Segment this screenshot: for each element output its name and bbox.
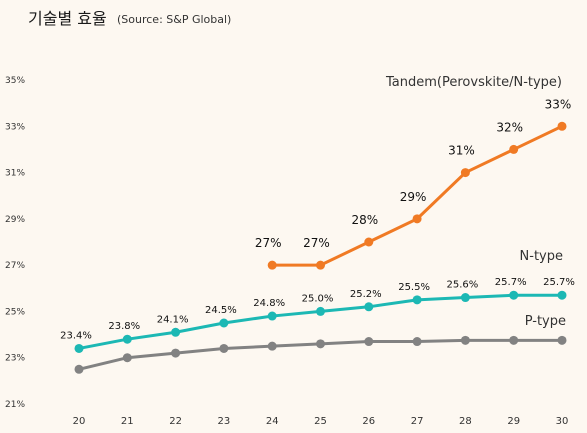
y-tick-label: 35% [5, 76, 25, 86]
y-tick-label: 23% [5, 354, 25, 364]
y-tick-label: 21% [5, 400, 25, 410]
data-point [460, 168, 470, 178]
y-tick-label: 25% [5, 307, 25, 317]
data-label: 27% [255, 236, 282, 250]
y-tick-label: 27% [5, 261, 25, 271]
series-name-label: N-type [520, 249, 563, 264]
data-label: 29% [400, 190, 427, 204]
data-point [557, 121, 567, 131]
y-tick-label: 29% [5, 215, 25, 225]
data-point [219, 343, 229, 353]
x-tick-label: 24 [266, 416, 279, 427]
x-tick-label: 28 [459, 416, 472, 427]
data-point [74, 364, 84, 374]
data-label: 25.7% [495, 277, 527, 288]
data-point [557, 335, 567, 345]
series-name-label: P-type [525, 314, 566, 329]
data-label: 27% [303, 236, 330, 250]
data-point [364, 237, 374, 247]
data-point [364, 337, 374, 347]
data-point [364, 302, 374, 312]
data-point [122, 334, 132, 344]
data-point [412, 295, 422, 305]
x-tick-label: 27 [411, 416, 424, 427]
data-labels: 27% 27% 28% 29% 31% 32% 33% 23.4% 23.8% 24.1% 24.5… [60, 97, 575, 341]
data-label: 28% [351, 213, 378, 227]
x-tick-label: 29 [507, 416, 520, 427]
series-names: Tandem(Perovskite/N-type) N-type P-type [385, 75, 566, 329]
x-axis-ticks: 20 21 22 23 24 25 26 27 28 29 30 [73, 416, 569, 427]
data-label: 25.0% [302, 293, 334, 304]
data-point [267, 311, 277, 321]
data-label: 23.4% [60, 330, 92, 341]
data-point [74, 343, 84, 353]
data-label: 25.2% [350, 289, 382, 300]
x-tick-label: 23 [218, 416, 231, 427]
data-point [316, 339, 325, 349]
x-tick-label: 22 [169, 416, 182, 427]
data-point [171, 348, 181, 358]
data-point [557, 290, 567, 300]
data-point [460, 293, 470, 303]
data-point [171, 327, 181, 337]
chart-title: 기술별 효율 [28, 9, 107, 28]
data-label: 24.1% [157, 314, 189, 325]
data-label: 32% [496, 120, 523, 134]
data-label: 24.8% [253, 298, 285, 309]
data-point [412, 337, 422, 347]
data-point [267, 341, 277, 351]
data-label: 31% [448, 144, 475, 158]
y-axis-ticks: 21% 23% 25% 27% 29% 31% 33% 35% [5, 76, 25, 410]
data-point [412, 214, 422, 224]
data-point [316, 260, 325, 270]
data-label: 25.5% [398, 282, 430, 293]
x-tick-label: 26 [362, 416, 375, 427]
y-tick-label: 31% [5, 169, 25, 179]
data-point [509, 335, 519, 345]
series-name-label: Tandem(Perovskite/N-type) [385, 75, 562, 90]
data-point [122, 353, 132, 363]
x-tick-label: 21 [121, 416, 134, 427]
x-tick-label: 20 [73, 416, 86, 427]
data-point [219, 318, 229, 328]
y-tick-label: 33% [5, 122, 25, 132]
data-point [509, 290, 519, 300]
data-point [460, 335, 470, 345]
data-label: 25.7% [543, 277, 575, 288]
data-point [267, 260, 277, 270]
series-layer [74, 121, 567, 374]
data-point [316, 306, 325, 316]
data-point [509, 144, 519, 154]
x-tick-label: 30 [556, 416, 569, 427]
data-label: 24.5% [205, 305, 237, 316]
data-label: 33% [545, 97, 572, 111]
x-tick-label: 25 [314, 416, 327, 427]
data-label: 25.6% [447, 280, 479, 291]
data-label: 23.8% [108, 321, 140, 332]
chart-subtitle: (Source: S&P Global) [117, 13, 231, 26]
